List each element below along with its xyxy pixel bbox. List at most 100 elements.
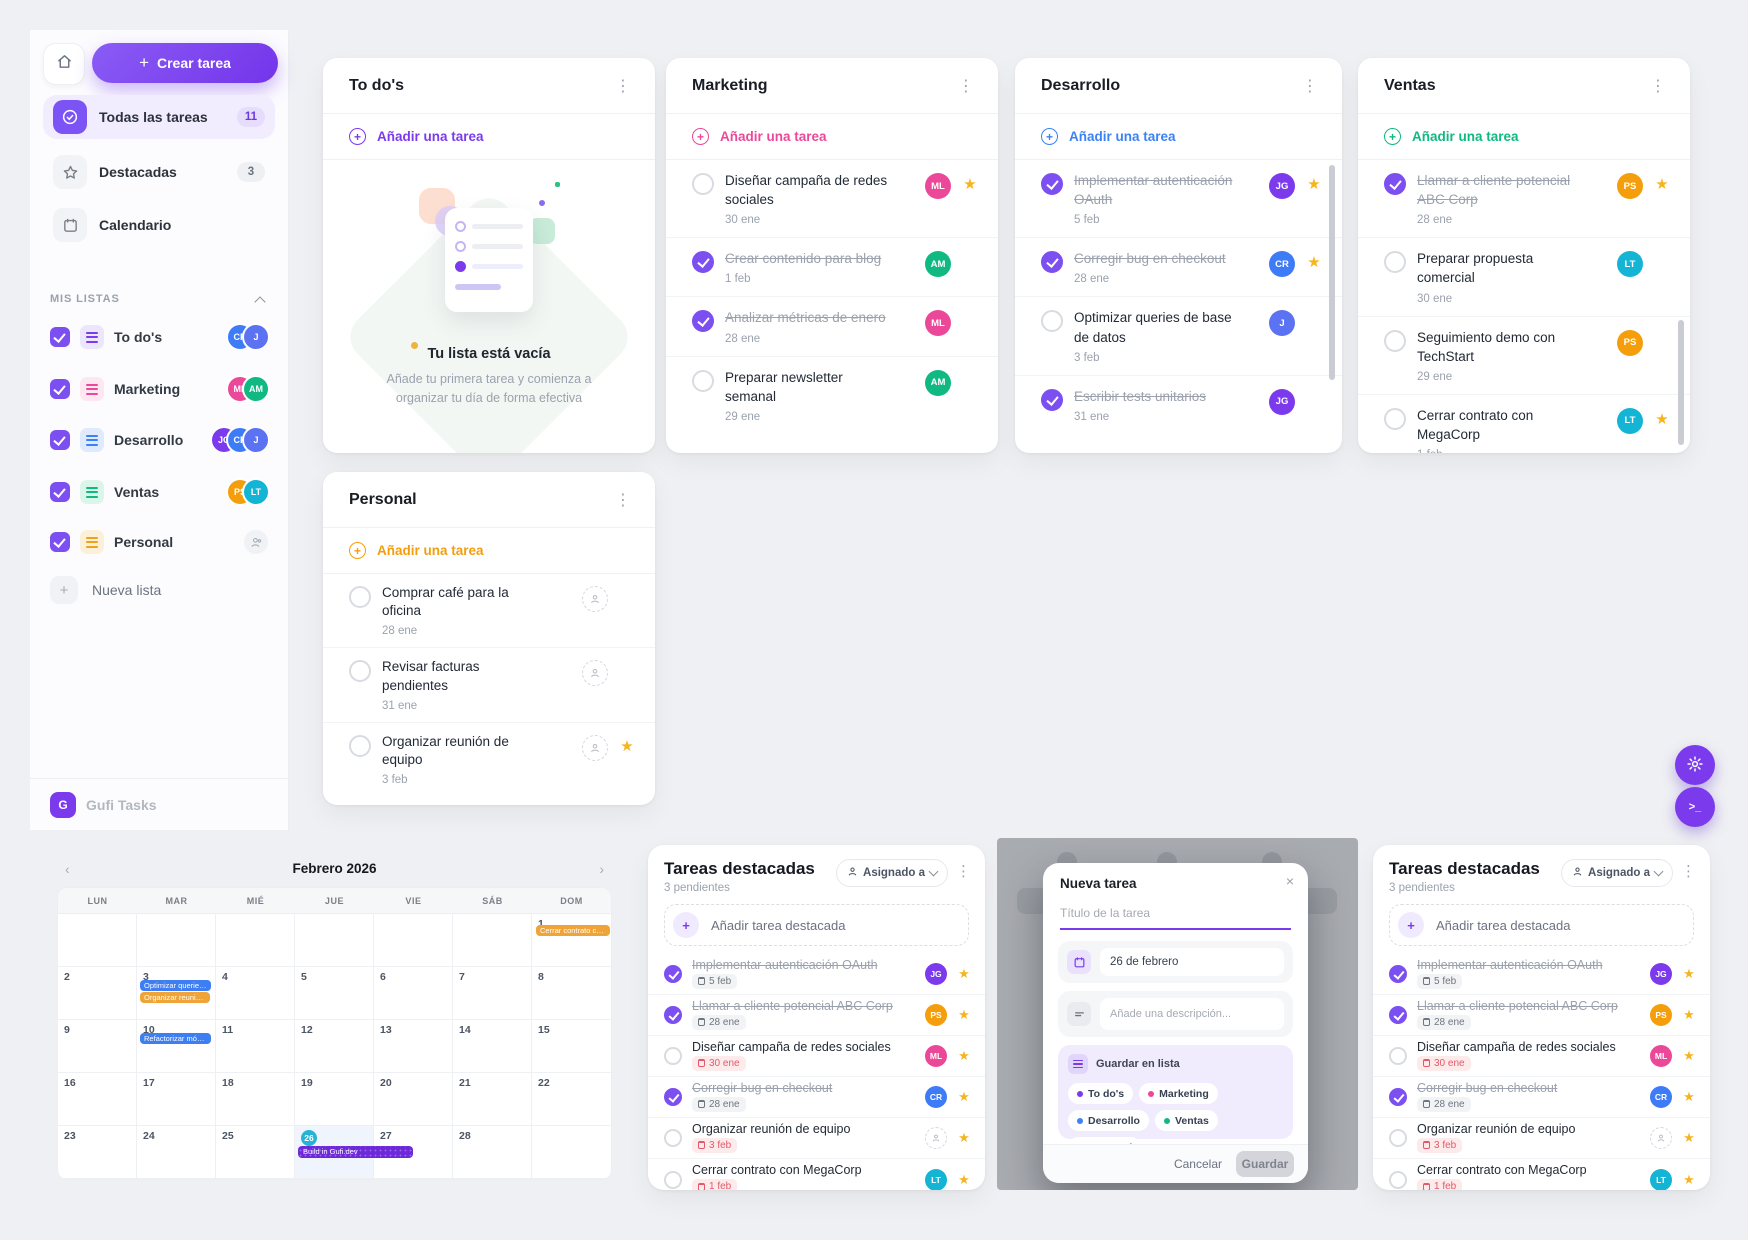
description-field[interactable]: Añade una descripción... — [1058, 991, 1293, 1037]
task-checkbox[interactable] — [664, 1088, 682, 1106]
calendar-day-cell[interactable]: 16 — [58, 1073, 137, 1126]
list-visibility-checkbox[interactable] — [50, 532, 70, 552]
task-checkbox[interactable] — [1384, 329, 1406, 352]
calendar-day-cell[interactable]: 25 — [216, 1126, 295, 1179]
calendar-day-cell[interactable]: 24 — [137, 1126, 216, 1179]
terminal-fab-button[interactable]: >_ — [1675, 787, 1715, 827]
calendar-day-cell[interactable]: 12 — [295, 1020, 374, 1073]
featured-task-row[interactable]: Organizar reunión de equipo 3 feb ★ — [1373, 1118, 1710, 1159]
new-list-button[interactable]: + Nueva lista — [43, 570, 275, 610]
kebab-menu-icon[interactable]: ⋮ — [615, 77, 631, 95]
next-month-icon[interactable]: › — [599, 861, 604, 877]
star-icon[interactable]: ★ — [958, 1007, 970, 1022]
unassigned-person-icon[interactable] — [582, 660, 608, 687]
task-checkbox[interactable] — [1041, 310, 1063, 333]
featured-task-row[interactable]: Diseñar campaña de redes sociales 30 ene… — [648, 1036, 985, 1077]
add-featured-task-button[interactable]: + Añadir tarea destacada — [664, 904, 969, 946]
calendar-day-cell[interactable]: 2 — [58, 967, 137, 1020]
calendar-day-cell[interactable] — [532, 1126, 611, 1179]
sidebar-list-todos[interactable]: To do's CR J — [43, 318, 275, 356]
task-row[interactable]: Escribir tests unitarios 31 ene JG ★ — [1015, 376, 1342, 434]
task-checkbox[interactable] — [692, 369, 714, 392]
sidebar-list-ventas[interactable]: Ventas PS LT — [43, 473, 275, 511]
star-icon[interactable]: ★ — [1683, 1089, 1695, 1104]
star-icon[interactable]: ★ — [958, 1130, 970, 1145]
featured-task-row[interactable]: Cerrar contrato con MegaCorp 1 feb LT ★ — [1373, 1159, 1710, 1190]
kebab-menu-icon[interactable]: ⋮ — [615, 491, 631, 509]
kebab-menu-icon[interactable]: ⋮ — [958, 77, 974, 95]
star-icon[interactable]: ★ — [958, 1171, 970, 1187]
task-checkbox[interactable] — [1041, 173, 1063, 195]
calendar-day-cell[interactable]: 15 — [532, 1020, 611, 1073]
featured-task-row[interactable]: Llamar a cliente potencial ABC Corp 28 e… — [648, 995, 985, 1036]
kebab-menu-icon[interactable]: ⋮ — [956, 863, 971, 880]
add-task-button[interactable]: + Añadir una tarea — [666, 114, 998, 160]
save-button[interactable]: Guardar — [1236, 1151, 1294, 1177]
star-icon[interactable]: ★ — [958, 966, 970, 981]
prev-month-icon[interactable]: ‹ — [65, 861, 70, 877]
task-row[interactable]: Diseñar campaña de redes sociales 30 ene… — [666, 160, 998, 239]
task-checkbox[interactable] — [664, 1006, 682, 1024]
scrollbar[interactable] — [1329, 165, 1335, 380]
calendar-day-cell[interactable]: 4 — [216, 967, 295, 1020]
task-checkbox[interactable] — [664, 965, 682, 983]
list-chip-desarrollo[interactable]: Desarrollo — [1068, 1110, 1149, 1131]
star-icon[interactable]: ★ — [1683, 1130, 1695, 1145]
task-row[interactable]: Preparar newsletter semanal 29 ene AM ★ — [666, 357, 998, 434]
star-icon[interactable]: ★ — [1683, 966, 1695, 981]
sidebar-item-all-tasks[interactable]: Todas las tareas 11 — [43, 95, 275, 139]
list-visibility-checkbox[interactable] — [50, 430, 70, 450]
star-icon[interactable]: ★ — [1307, 254, 1321, 272]
featured-task-row[interactable]: Corregir bug en checkout 28 ene CR ★ — [1373, 1077, 1710, 1118]
task-checkbox[interactable] — [692, 173, 714, 195]
calendar-event[interactable]: Optimizar queries de base de datos — [140, 980, 211, 991]
calendar-day-cell[interactable]: 21 — [453, 1073, 532, 1126]
list-chip-ventas[interactable]: Ventas — [1154, 1110, 1218, 1131]
due-date-field[interactable]: 26 de febrero — [1058, 941, 1293, 983]
task-row[interactable]: Crear contenido para blog 1 feb AM ★ — [666, 238, 998, 298]
calendar-day-cell[interactable]: 14 — [453, 1020, 532, 1073]
due-date-value[interactable]: 26 de febrero — [1100, 948, 1284, 976]
task-checkbox[interactable] — [1389, 1088, 1407, 1106]
task-row[interactable]: Revisar facturas pendientes 31 ene ★ — [323, 648, 655, 723]
task-row[interactable]: Comprar café para la oficina 28 ene ★ — [323, 574, 655, 649]
calendar-day-cell[interactable]: 28 — [453, 1126, 532, 1179]
task-row[interactable]: Optimizar queries de base de datos 3 feb… — [1015, 297, 1342, 376]
unassigned-person-icon[interactable] — [582, 734, 608, 761]
calendar-event[interactable]: Organizar reunión de equipo — [140, 992, 210, 1003]
calendar-day-cell[interactable]: 6 — [374, 967, 453, 1020]
list-visibility-checkbox[interactable] — [50, 482, 70, 502]
task-checkbox[interactable] — [1389, 965, 1407, 983]
calendar-day-cell[interactable] — [453, 914, 532, 967]
sidebar-item-starred[interactable]: Destacadas 3 — [43, 150, 275, 194]
featured-task-row[interactable]: Organizar reunión de equipo 3 feb ★ — [648, 1118, 985, 1159]
featured-task-row[interactable]: Corregir bug en checkout 28 ene CR ★ — [648, 1077, 985, 1118]
calendar-day-cell[interactable] — [137, 914, 216, 967]
unassigned-person-icon[interactable] — [582, 586, 608, 612]
calendar-day-cell[interactable] — [295, 914, 374, 967]
task-checkbox[interactable] — [692, 251, 714, 274]
calendar-day-cell[interactable]: 27 — [374, 1126, 453, 1179]
task-checkbox[interactable] — [1384, 173, 1406, 195]
calendar-day-cell[interactable]: 19 — [295, 1073, 374, 1126]
task-checkbox[interactable] — [1041, 251, 1063, 274]
cancel-button[interactable]: Cancelar — [1173, 1157, 1222, 1171]
add-featured-task-button[interactable]: + Añadir tarea destacada — [1389, 904, 1694, 946]
calendar-day-cell[interactable]: 22 — [532, 1073, 611, 1126]
sidebar-list-desarrollo[interactable]: Desarrollo JG CR J — [43, 421, 275, 459]
star-icon[interactable]: ★ — [963, 176, 977, 193]
kebab-menu-icon[interactable]: ⋮ — [1650, 77, 1666, 95]
add-task-button[interactable]: + Añadir una tarea — [1015, 114, 1342, 160]
star-icon[interactable]: ★ — [958, 1089, 970, 1104]
calendar-day-cell[interactable]: 9 — [58, 1020, 137, 1073]
task-title-input[interactable] — [1060, 902, 1291, 924]
list-visibility-checkbox[interactable] — [50, 379, 70, 399]
star-icon[interactable]: ★ — [1683, 1007, 1695, 1022]
task-row[interactable]: Cerrar contrato con MegaCorp 1 feb LT ★ — [1358, 395, 1690, 453]
settings-fab-button[interactable] — [1675, 745, 1715, 785]
calendar-day-cell[interactable]: 1 — [532, 914, 611, 967]
task-row[interactable]: Implementar autenticación OAuth 5 feb JG… — [1015, 160, 1342, 239]
calendar-day-cell[interactable] — [374, 914, 453, 967]
task-checkbox[interactable] — [664, 1129, 682, 1147]
kebab-menu-icon[interactable]: ⋮ — [1681, 863, 1696, 880]
